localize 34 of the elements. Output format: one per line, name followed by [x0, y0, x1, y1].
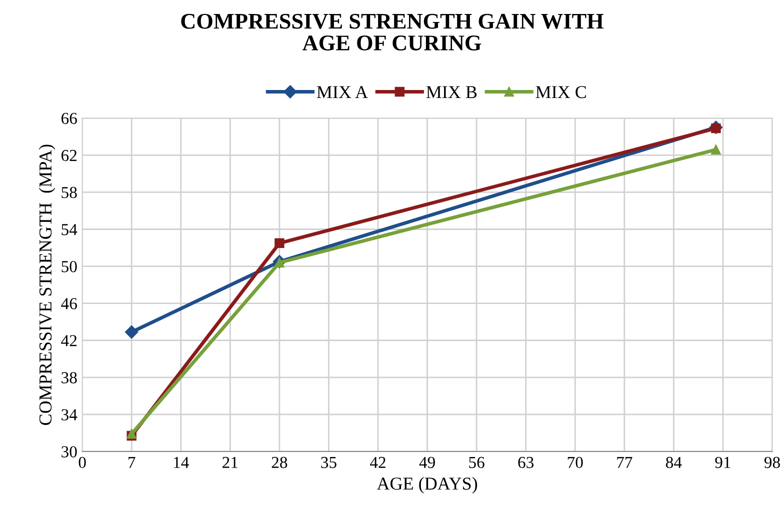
legend-label: MIX C: [536, 86, 586, 98]
legend-label: MIX A: [316, 86, 368, 98]
y-tick-label: 38: [62, 372, 77, 384]
chart-title: COMPRESSIVE STRENGTH GAIN WITH AGE OF CURING: [181, 14, 604, 50]
x-tick-label: 56: [469, 456, 484, 468]
y-tick-label: 42: [61, 335, 77, 346]
point: [711, 144, 721, 154]
x-axis-title: AGE (DAYS): [376, 477, 478, 494]
x-tick-label: 70: [568, 456, 583, 468]
y-tick-label: 62: [62, 150, 77, 162]
y-tick-label: 34: [62, 409, 78, 420]
legend-label: MIX B: [426, 86, 477, 98]
x-tick-label: 7: [128, 457, 136, 468]
x-tick-label: 21: [222, 456, 238, 468]
y-tick-label: 58: [62, 186, 77, 198]
x-tick-label: 35: [321, 456, 336, 468]
y-tick-label: 66: [62, 112, 77, 124]
x-tick-label: 42: [370, 456, 386, 468]
y-tick-label: 46: [61, 298, 77, 310]
x-tick-label: 77: [617, 457, 632, 468]
x-tick-label: 63: [518, 456, 534, 468]
point: [125, 325, 138, 339]
point: [274, 238, 284, 248]
x-tick-label: 84: [666, 456, 682, 468]
x-tick-label: 49: [419, 456, 435, 468]
x-tick-label: 28: [272, 456, 288, 468]
x-tick-label: 91: [715, 456, 730, 468]
y-tick-label: 30: [62, 446, 77, 458]
x-tick-label: 98: [764, 456, 780, 468]
y-axis-title: COMPRESSIVE STRENGTH (MPA): [38, 144, 56, 425]
y-tick-label: 50: [62, 260, 77, 272]
y-tick-label: 54: [62, 224, 78, 236]
x-tick-label: 0: [78, 456, 86, 468]
x-tick-label: 14: [174, 456, 189, 468]
